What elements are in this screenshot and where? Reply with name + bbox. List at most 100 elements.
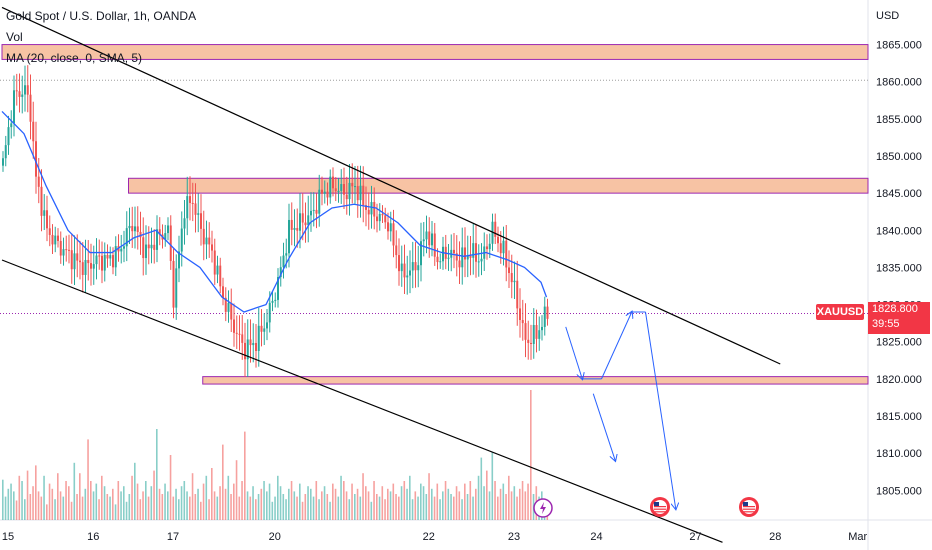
volume-bar — [10, 483, 12, 520]
price-tick-label: 1845.000 — [876, 188, 922, 200]
candle-body — [323, 191, 326, 194]
volume-bar — [241, 481, 243, 520]
volume-bar — [48, 483, 51, 520]
candle-body — [513, 280, 516, 283]
volume-indicator-label[interactable]: Vol — [6, 30, 23, 44]
volume-bar — [139, 499, 142, 520]
volume-bar — [169, 455, 172, 520]
flag-icon-canton — [743, 502, 748, 506]
volume-bar — [244, 431, 246, 520]
time-axis[interactable]: 15 16 17 20 22 23 24 27 28 Mar — [2, 531, 868, 543]
candle-body — [403, 263, 406, 278]
candle-body — [428, 231, 431, 246]
volume-bar — [4, 496, 7, 520]
us-flag-icon[interactable] — [650, 497, 670, 517]
resistance-zone — [128, 177, 869, 194]
candle-body — [73, 253, 76, 270]
chart-legend: Gold Spot / U.S. Dollar, 1h, OANDA Vol M… — [6, 6, 196, 69]
volume-bar — [519, 488, 521, 520]
candle-body — [128, 225, 131, 229]
volume-bar — [491, 452, 494, 520]
volume-bar — [447, 488, 450, 520]
candle-body — [279, 267, 282, 278]
candle-body — [26, 85, 29, 95]
volume-bar — [420, 483, 422, 520]
candle-body — [235, 332, 238, 334]
volume-bar — [431, 488, 433, 520]
volume-bar — [90, 481, 92, 520]
candle-body — [392, 223, 395, 246]
resistance-zone — [1, 44, 869, 60]
candle-body — [150, 244, 153, 249]
flag-icon-stripe — [743, 508, 755, 510]
volume-bar — [167, 491, 169, 520]
volume-bar — [425, 494, 428, 520]
volume-bar — [92, 491, 95, 520]
candle-body — [505, 240, 508, 268]
price-tick-label: 1810.000 — [876, 448, 922, 460]
volume-bar — [208, 499, 210, 520]
candle-body — [414, 262, 417, 271]
candle-body — [40, 186, 43, 216]
candle-body — [535, 325, 538, 339]
volume-bar — [323, 486, 326, 520]
volume-bar — [334, 488, 337, 520]
volume-bar — [392, 483, 395, 520]
candle-body — [312, 209, 315, 211]
volume-bar — [337, 496, 340, 520]
volume-bar — [376, 494, 378, 520]
volume-bar — [103, 486, 106, 520]
volume-bar — [318, 499, 320, 520]
volume-bar — [409, 475, 411, 520]
volume-bar — [510, 491, 513, 520]
candle-body — [373, 202, 376, 217]
volume-bar — [466, 494, 469, 520]
ma-indicator-label[interactable]: MA (20, close, 0, SMA, 5) — [6, 51, 143, 65]
volume-bar — [403, 481, 406, 520]
candle-body — [24, 85, 26, 95]
candle-body — [65, 249, 68, 251]
volume-bar — [411, 499, 414, 520]
lightning-icon[interactable] — [533, 498, 553, 518]
candle-body — [101, 255, 103, 271]
price-tick-label: 1865.000 — [876, 40, 922, 52]
candle-body — [277, 277, 279, 300]
price-axis[interactable]: USD 1805.000 1810.000 1815.000 1820.000 1825… — [876, 10, 922, 497]
candle-body — [455, 253, 458, 261]
symbol-title[interactable]: Gold Spot / U.S. Dollar, 1h, OANDA — [6, 9, 197, 23]
volume-bar — [304, 494, 307, 520]
volume-bar — [513, 486, 516, 520]
candle-body — [158, 229, 161, 235]
volume-bar — [263, 481, 265, 520]
candle-body — [420, 241, 422, 266]
candle-body — [458, 260, 461, 268]
moving-average — [1, 110, 548, 313]
volume-bar — [315, 481, 318, 520]
candle-body — [68, 249, 70, 251]
candle-body — [244, 342, 246, 360]
candle-body — [79, 260, 81, 263]
volume-bar — [387, 488, 389, 520]
volume-bar — [125, 501, 128, 520]
candle-body — [13, 90, 15, 124]
candle-body — [519, 308, 521, 321]
candle-body — [123, 246, 125, 249]
candle-body — [301, 213, 304, 223]
candle-body — [90, 263, 92, 269]
candle-body — [332, 176, 334, 189]
ma-line — [1, 110, 548, 313]
volume-bar — [524, 491, 527, 520]
candle-body — [329, 176, 332, 198]
candle-body — [334, 188, 337, 192]
candle-body — [32, 121, 35, 142]
candle-body — [186, 196, 189, 219]
candle-body — [238, 333, 241, 335]
us-flag-icon[interactable] — [739, 497, 759, 517]
candle-body — [62, 249, 65, 256]
volume-bar — [227, 475, 230, 520]
candle-body — [4, 145, 7, 159]
candle-body — [359, 185, 362, 201]
volume-bar — [395, 494, 397, 520]
volume-bar — [439, 499, 441, 520]
